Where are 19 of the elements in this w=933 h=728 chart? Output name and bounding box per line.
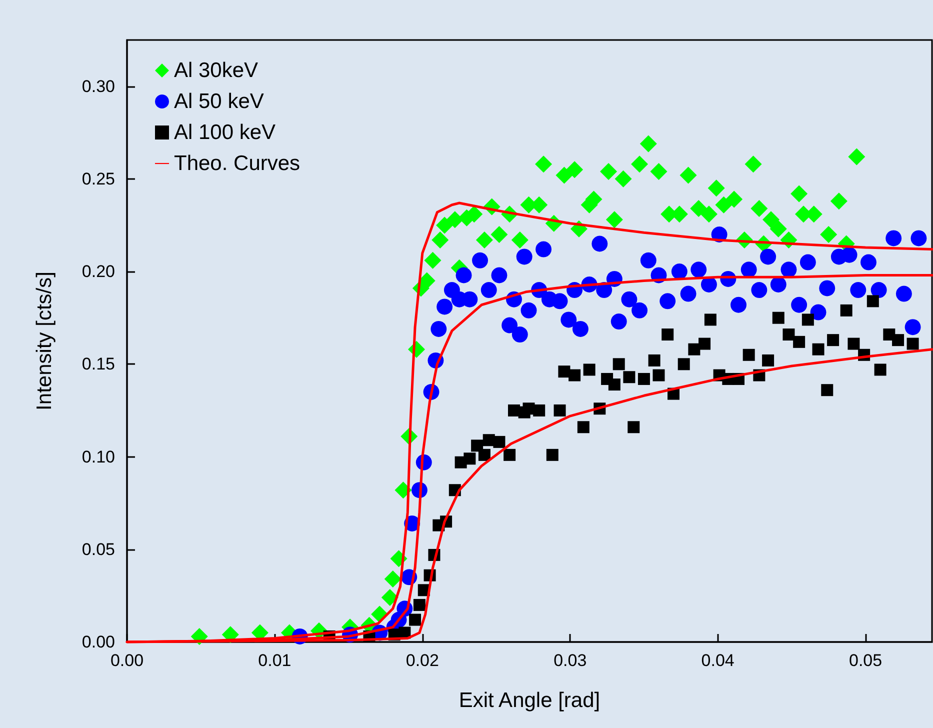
y-tick-label: 0.10: [82, 447, 115, 466]
x-tick-label: 0.02: [406, 651, 439, 670]
x-tick-label: 0.03: [554, 651, 587, 670]
y-axis-title: Intensity [cts/s]: [33, 272, 56, 410]
legend-label: Al 100 keV: [174, 121, 276, 144]
y-tick-label: 0.30: [82, 76, 115, 96]
y-tick-label: 0.15: [82, 354, 115, 374]
x-axis-title: Exit Angle [rad]: [458, 689, 600, 712]
x-tick-label: 0.00: [110, 651, 144, 670]
legend-label: Theo. Curves: [174, 152, 300, 175]
x-tick-label: 0.04: [701, 651, 734, 670]
y-tick-label: 0.05: [82, 540, 115, 559]
y-tick-label: 0.20: [82, 262, 115, 282]
legend-label: Al 30keV: [174, 59, 258, 82]
legend-label: Al 50 keV: [174, 90, 264, 113]
x-tick-label: 0.01: [258, 651, 292, 670]
y-tick-label: 0.25: [82, 169, 115, 188]
x-tick-label: 0.05: [848, 651, 882, 670]
y-tick-label: 0.00: [82, 632, 115, 652]
